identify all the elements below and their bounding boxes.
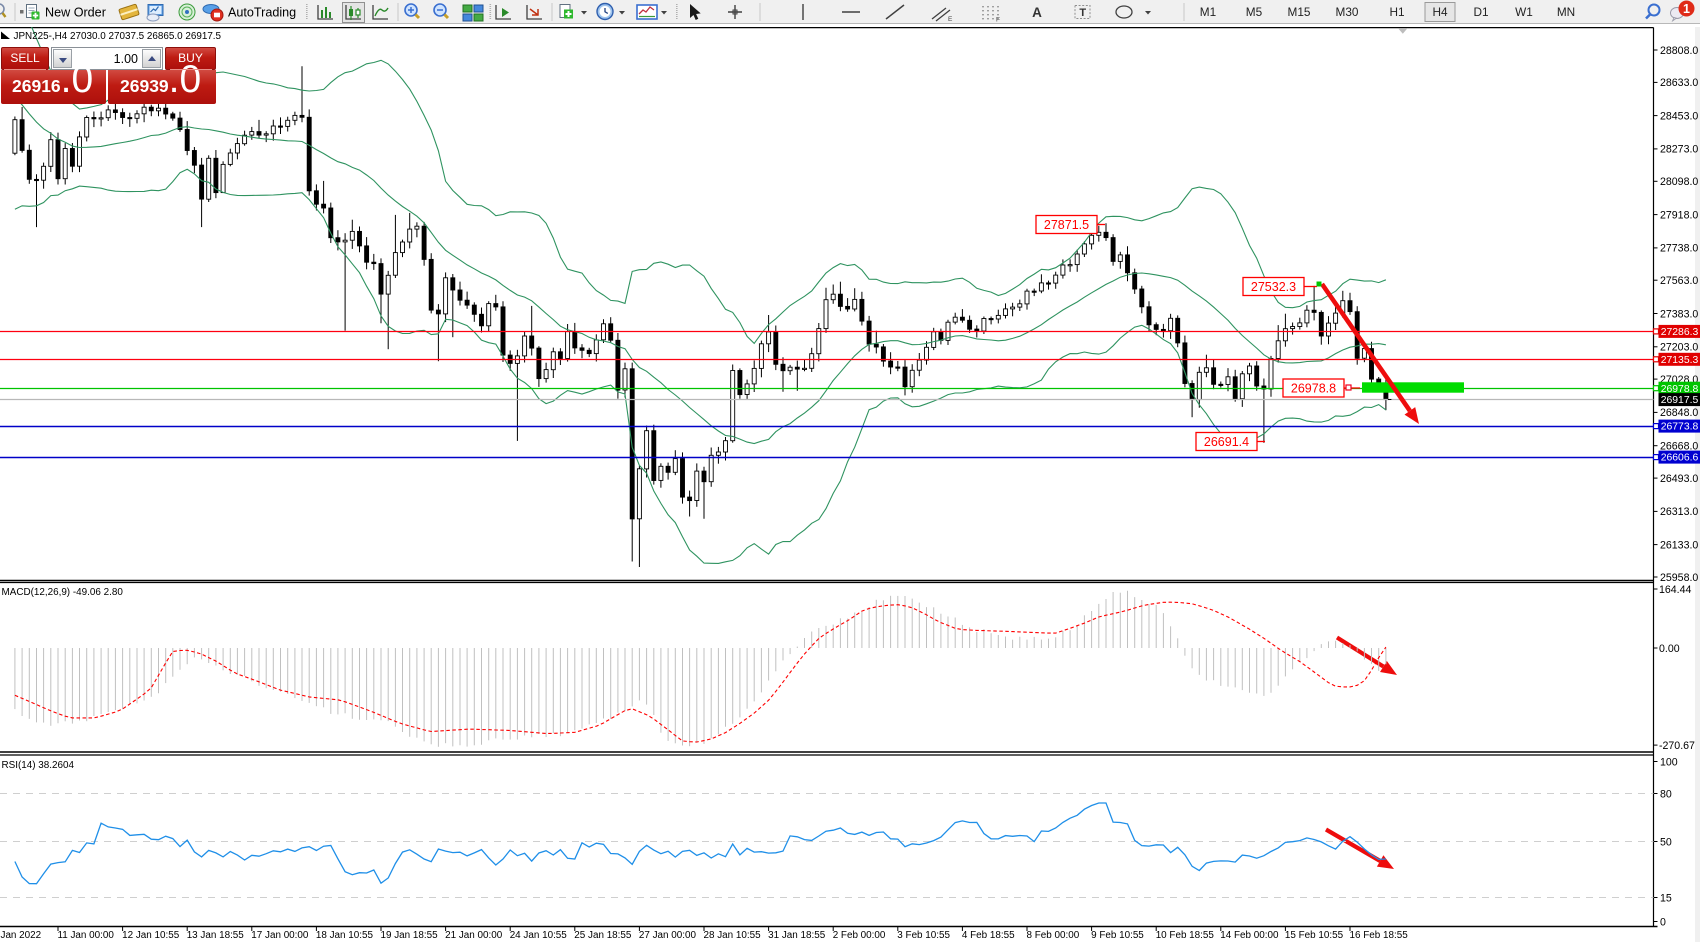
- svg-text:28453.0: 28453.0: [1660, 110, 1698, 122]
- svg-text:80: 80: [1660, 788, 1672, 800]
- svg-text:25958.0: 25958.0: [1660, 572, 1698, 584]
- svg-text:13 Jan 18:55: 13 Jan 18:55: [187, 930, 245, 941]
- svg-text:50: 50: [1660, 836, 1672, 848]
- svg-text:AutoTrading: AutoTrading: [228, 5, 296, 19]
- svg-text:M15: M15: [1288, 5, 1311, 19]
- svg-text:F: F: [996, 17, 1000, 24]
- svg-text:21 Jan 00:00: 21 Jan 00:00: [445, 930, 503, 941]
- svg-text:27563.0: 27563.0: [1660, 275, 1698, 287]
- svg-text:1: 1: [1683, 2, 1690, 16]
- svg-text:Jan 2022: Jan 2022: [1, 930, 42, 941]
- svg-text:26978.8: 26978.8: [1291, 382, 1336, 396]
- svg-text:H4: H4: [1432, 5, 1448, 19]
- svg-text:26133.0: 26133.0: [1660, 539, 1698, 551]
- svg-text:RSI(14) 38.2604: RSI(14) 38.2604: [2, 760, 75, 771]
- svg-text:9 Feb 10:55: 9 Feb 10:55: [1091, 930, 1144, 941]
- svg-text:16 Feb 18:55: 16 Feb 18:55: [1350, 930, 1409, 941]
- svg-text:M5: M5: [1246, 5, 1263, 19]
- svg-text:JPN225-,H4 27030.0 27037.5 268: JPN225-,H4 27030.0 27037.5 26865.0 26917…: [14, 31, 222, 42]
- svg-text:27286.3: 27286.3: [1661, 327, 1699, 338]
- svg-text:17 Jan 00:00: 17 Jan 00:00: [251, 930, 309, 941]
- svg-text:28098.0: 28098.0: [1660, 176, 1698, 188]
- svg-text:MACD(12,26,9) -49.06 2.80: MACD(12,26,9) -49.06 2.80: [2, 587, 124, 598]
- svg-text:11 Jan 00:00: 11 Jan 00:00: [58, 930, 115, 941]
- svg-text:26773.8: 26773.8: [1661, 422, 1699, 433]
- svg-text:4 Feb 18:55: 4 Feb 18:55: [962, 930, 1015, 941]
- svg-text:27 Jan 00:00: 27 Jan 00:00: [639, 930, 697, 941]
- svg-text:2 Feb 00:00: 2 Feb 00:00: [833, 930, 886, 941]
- svg-text:26493.0: 26493.0: [1660, 473, 1698, 485]
- svg-text:A: A: [1032, 5, 1042, 20]
- svg-text:28808.0: 28808.0: [1660, 45, 1698, 57]
- svg-text:0.00: 0.00: [1659, 643, 1680, 655]
- svg-text:14 Feb 00:00: 14 Feb 00:00: [1220, 930, 1279, 941]
- svg-text:27918.0: 27918.0: [1660, 209, 1698, 221]
- svg-text:26606.6: 26606.6: [1661, 453, 1699, 464]
- svg-text:12 Jan 10:55: 12 Jan 10:55: [122, 930, 180, 941]
- svg-text:26917.5: 26917.5: [1661, 395, 1699, 406]
- svg-text:25 Jan 18:55: 25 Jan 18:55: [574, 930, 632, 941]
- svg-text:W1: W1: [1515, 5, 1533, 19]
- svg-text:15 Feb 10:55: 15 Feb 10:55: [1285, 930, 1344, 941]
- svg-text:M1: M1: [1200, 5, 1216, 19]
- svg-text:8 Feb 00:00: 8 Feb 00:00: [1027, 930, 1080, 941]
- svg-text:New Order: New Order: [45, 5, 106, 19]
- svg-text:28 Jan 10:55: 28 Jan 10:55: [704, 930, 762, 941]
- svg-text:28273.0: 28273.0: [1660, 144, 1698, 156]
- svg-text:31 Jan 18:55: 31 Jan 18:55: [768, 930, 826, 941]
- svg-text:26691.4: 26691.4: [1204, 435, 1249, 449]
- svg-text:T: T: [1079, 7, 1086, 19]
- svg-text:27871.5: 27871.5: [1044, 218, 1089, 232]
- svg-text:H1: H1: [1389, 5, 1404, 19]
- svg-text:0: 0: [1660, 916, 1666, 928]
- svg-text:100: 100: [1660, 756, 1678, 768]
- svg-text:E: E: [948, 16, 953, 23]
- svg-text:10 Feb 18:55: 10 Feb 18:55: [1156, 930, 1215, 941]
- svg-text:27738.0: 27738.0: [1660, 243, 1698, 255]
- svg-text:M30: M30: [1336, 5, 1359, 19]
- svg-text:-270.67: -270.67: [1659, 740, 1695, 752]
- svg-text:164.44: 164.44: [1659, 584, 1692, 596]
- svg-text:27383.0: 27383.0: [1660, 308, 1698, 320]
- svg-text:27203.0: 27203.0: [1660, 342, 1698, 354]
- svg-text:18 Jan 10:55: 18 Jan 10:55: [316, 930, 374, 941]
- svg-text:D1: D1: [1473, 5, 1488, 19]
- svg-text:26978.8: 26978.8: [1661, 384, 1699, 395]
- svg-text:26848.0: 26848.0: [1660, 407, 1698, 419]
- svg-text:28633.0: 28633.0: [1660, 77, 1698, 89]
- svg-text:24 Jan 10:55: 24 Jan 10:55: [510, 930, 568, 941]
- svg-text:27135.3: 27135.3: [1661, 355, 1699, 366]
- svg-text:27532.3: 27532.3: [1251, 280, 1296, 294]
- svg-text:MN: MN: [1557, 5, 1575, 19]
- svg-text:3 Feb 10:55: 3 Feb 10:55: [897, 930, 950, 941]
- svg-text:26313.0: 26313.0: [1660, 506, 1698, 518]
- svg-text:15: 15: [1660, 892, 1672, 904]
- svg-text:26668.0: 26668.0: [1660, 441, 1698, 453]
- svg-text:19 Jan 18:55: 19 Jan 18:55: [381, 930, 439, 941]
